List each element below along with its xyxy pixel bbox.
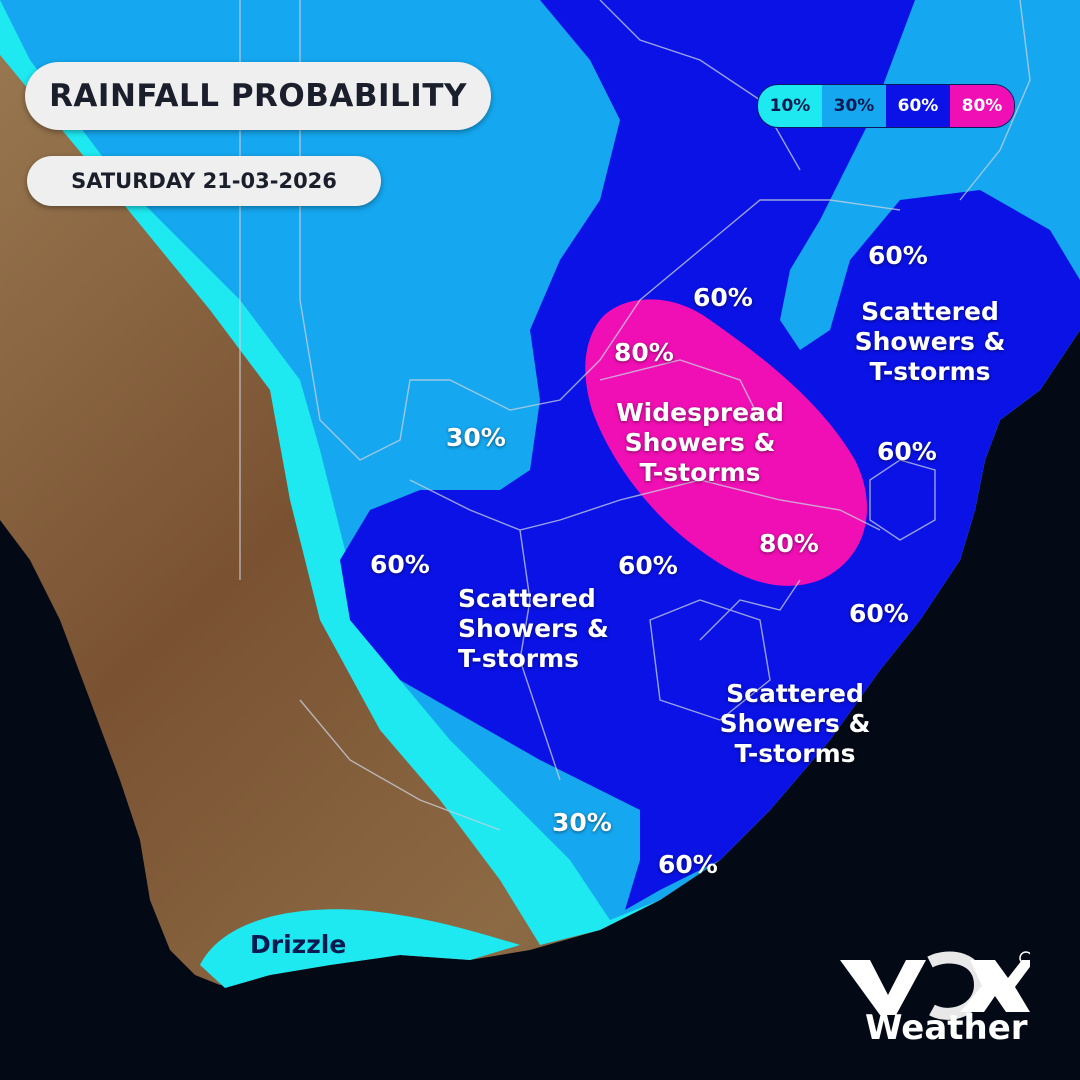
brand-name: Weather — [865, 1008, 1028, 1048]
legend-item-2: 60% — [886, 85, 950, 127]
legend-item-3: 80% — [950, 85, 1014, 127]
label-widespread: Widespread Showers & T-storms — [616, 398, 784, 487]
zone-80 — [585, 299, 868, 586]
probability-legend: 10% 30% 60% 80% — [757, 84, 1015, 128]
label-80-south: 80% — [759, 529, 819, 558]
legend-item-1: 30% — [822, 85, 886, 127]
forecast-date: SATURDAY 21-03-2026 — [27, 156, 381, 206]
zone-drizzle — [200, 909, 520, 988]
label-scattered-southeast: Scattered Showers & T-storms — [719, 679, 871, 768]
page-title: RAINFALL PROBABILITY — [25, 62, 491, 130]
label-drizzle: Drizzle — [250, 930, 347, 959]
label-30-south: 30% — [552, 808, 612, 837]
label-60-east: 60% — [877, 437, 937, 466]
label-60-north: 60% — [693, 283, 753, 312]
label-60-southwest: 60% — [370, 550, 430, 579]
label-60-southeast: 60% — [849, 599, 909, 628]
label-scattered-northeast: Scattered Showers & T-storms — [854, 297, 1006, 386]
vox-logo-icon — [840, 951, 1030, 1020]
label-60-south: 60% — [658, 850, 718, 879]
label-60-center: 60% — [618, 551, 678, 580]
legend-item-0: 10% — [758, 85, 822, 127]
label-30-west: 30% — [446, 423, 506, 452]
label-80-north: 80% — [614, 338, 674, 367]
label-60-northeast: 60% — [868, 241, 928, 270]
label-scattered-west: Scattered Showers & T-storms — [458, 584, 609, 673]
